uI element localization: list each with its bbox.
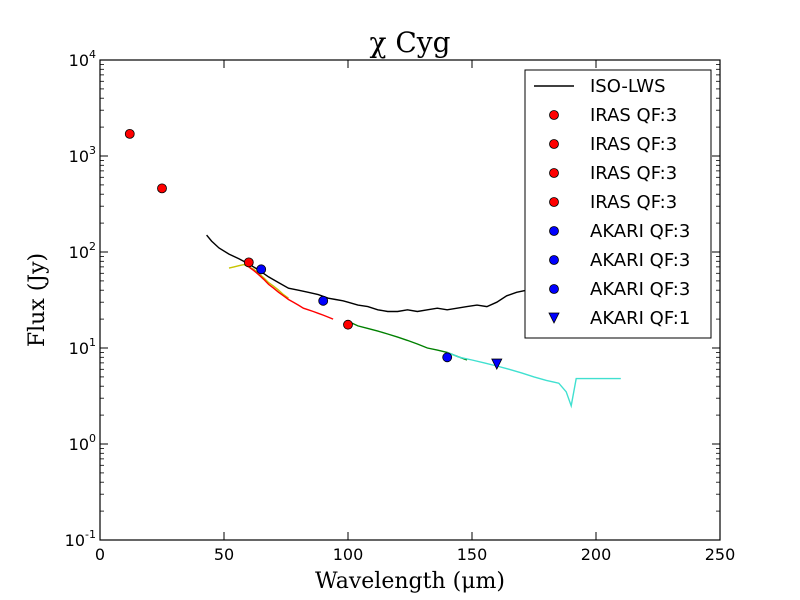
x-tick-label: 100 <box>333 545 364 564</box>
legend-marker-swatch <box>549 139 559 149</box>
data-point-7-0 <box>243 257 254 268</box>
legend-marker-swatch <box>549 284 559 294</box>
x-axis-label: Wavelength (μm) <box>315 569 505 594</box>
legend-label: IRAS QF:3 <box>590 163 677 184</box>
series-line-0 <box>206 234 587 313</box>
plot-frame <box>99 59 721 541</box>
data-point-12-0 <box>491 358 503 370</box>
legend-marker-swatch <box>549 197 559 207</box>
legend-marker-swatch <box>549 110 559 120</box>
legend-marker-swatch <box>549 168 559 178</box>
legend-marker-swatch <box>548 312 560 324</box>
legend-marker-swatch <box>549 255 559 265</box>
y-tick-label: 10-1 <box>65 528 96 550</box>
chart-title: χ Cyg <box>369 26 450 59</box>
legend-label: IRAS QF:3 <box>590 105 677 126</box>
legend: ISO-LWS IRAS QF:3 IRAS QF:3 IRAS QF:3 IRAS Q… <box>524 69 712 339</box>
x-tick-label: 50 <box>214 545 234 564</box>
data-point-8-0 <box>343 319 353 330</box>
y-tick-label: 100 <box>69 432 96 454</box>
x-tick-label: 0 <box>95 545 105 564</box>
series-line-4 <box>446 351 621 409</box>
legend-label: AKARI QF:3 <box>590 221 690 242</box>
legend-marker-swatch <box>549 226 559 236</box>
legend-label: AKARI QF:1 <box>590 308 690 329</box>
legend-label: AKARI QF:3 <box>590 279 690 300</box>
legend-label: ISO-LWS <box>590 76 666 97</box>
data-point-5-0 <box>124 128 135 139</box>
data-point-9-0 <box>256 264 267 275</box>
data-point-10-0 <box>318 295 329 306</box>
marker-layer <box>124 128 503 370</box>
y-tick-label: 103 <box>69 144 96 166</box>
data-point-11-0 <box>442 352 453 363</box>
x-tick-label: 150 <box>457 545 488 564</box>
series-line-2 <box>248 266 334 320</box>
x-axis: 0 50 100 150 200 250 <box>95 60 735 564</box>
y-tick-label: 104 <box>69 48 96 70</box>
x-tick-label: 200 <box>581 545 612 564</box>
legend-label: AKARI QF:3 <box>590 250 690 271</box>
y-tick-label: 102 <box>69 240 96 262</box>
y-axis-label: Flux (Jy) <box>25 253 50 347</box>
y-tick-label: 101 <box>69 336 96 358</box>
y-axis: 10-1 100 101 102 103 104 <box>65 48 720 550</box>
data-point-6-0 <box>157 183 167 194</box>
legend-label: IRAS QF:3 <box>590 192 677 213</box>
legend-label: IRAS QF:3 <box>590 134 677 155</box>
x-tick-label: 250 <box>705 545 736 564</box>
